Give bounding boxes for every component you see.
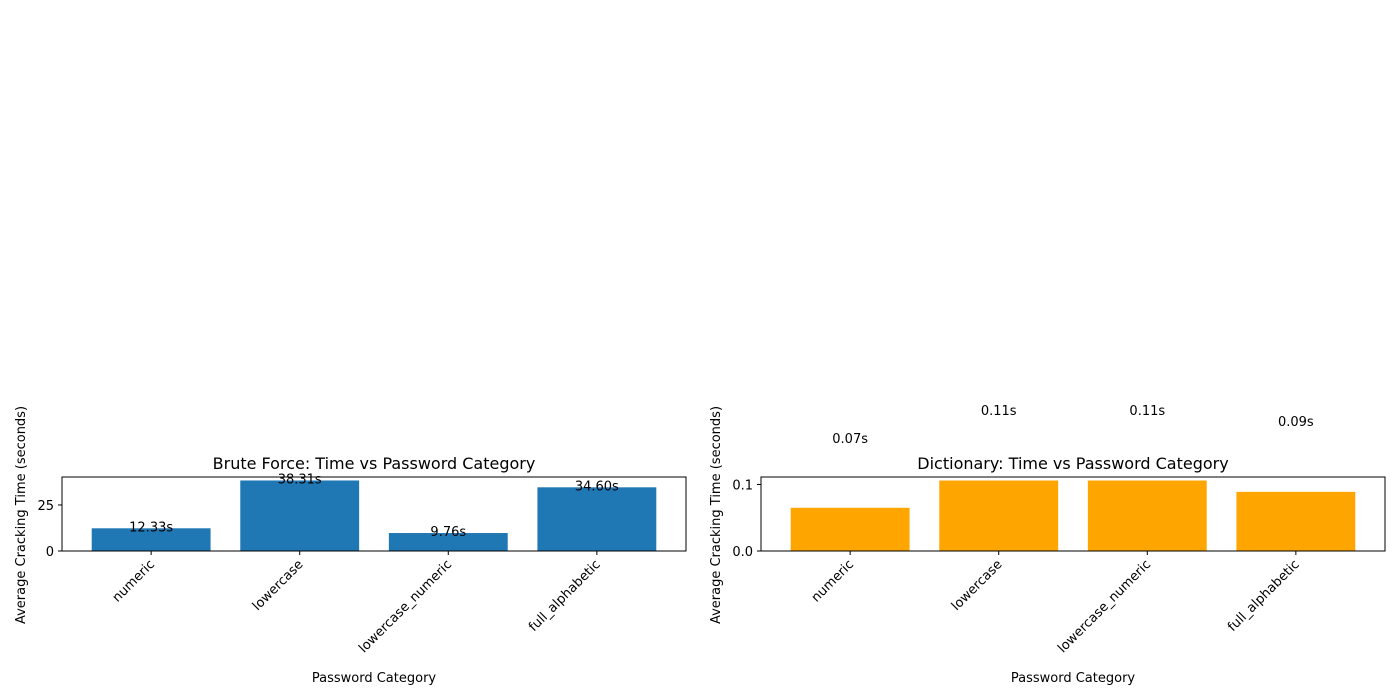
dictionary-y-axis-label: Average Cracking Time (seconds) [709,406,724,624]
dictionary-y-tick-label: 0.0 [732,545,753,560]
brute-force-bar-lowercase [240,480,360,551]
brute-force-chart-title: Brute Force: Time vs Password Category [213,454,536,473]
brute-force-y-tick-label: 25 [37,499,54,514]
brute-force-data-labels: 12.33s 38.31s 9.76s 34.60s [129,472,619,540]
brute-force-bar-full-alphabetic [537,487,657,551]
brute-force-data-label-numeric: 12.33s [129,520,173,535]
brute-force-y-tick-label: 0 [46,545,54,560]
dictionary-data-label-lowercase: 0.11s [981,404,1017,419]
dictionary-bars [790,480,1356,551]
brute-force-bar-lowercase-numeric [388,533,508,551]
brute-force-x-axis-label: Password Category [312,671,437,686]
dictionary-axes-frame [760,476,1386,552]
dictionary-y-ticks: 0.0 0.1 [732,479,761,560]
dictionary-bar-numeric [790,507,910,551]
brute-force-data-label-lowercase: 38.31s [278,472,322,487]
brute-force-axes-frame [61,476,687,552]
dictionary-bar-lowercase-numeric [1087,480,1207,551]
dictionary-chart-title: Dictionary: Time vs Password Category [917,454,1228,473]
brute-force-bars [91,480,657,551]
dictionary-bar-lowercase [939,480,1059,551]
brute-force-y-ticks: 0 25 [37,499,62,560]
dictionary-x-axis-label: Password Category [1011,671,1136,686]
dictionary-data-label-numeric: 0.07s [832,432,868,447]
dictionary-data-label-lowercase-numeric: 0.11s [1129,404,1165,419]
brute-force-y-axis-label: Average Cracking Time (seconds) [14,406,29,624]
dictionary-data-label-full-alphabetic: 0.09s [1278,415,1314,430]
dictionary-data-labels: 0.07s 0.11s 0.11s 0.09s [832,404,1314,447]
brute-force-bar-numeric [91,528,211,551]
brute-force-data-label-lowercase-numeric: 9.76s [430,525,466,540]
brute-force-data-label-full-alphabetic: 34.60s [575,479,619,494]
dictionary-bar-full-alphabetic [1236,491,1356,551]
dictionary-y-tick-label: 0.1 [732,479,753,494]
